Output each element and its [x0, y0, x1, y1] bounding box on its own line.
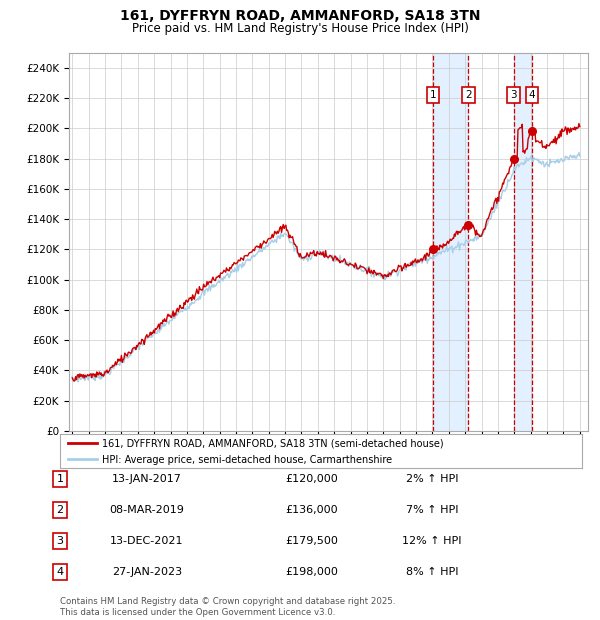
Text: HPI: Average price, semi-detached house, Carmarthenshire: HPI: Average price, semi-detached house,…	[102, 455, 392, 465]
Text: 3: 3	[510, 90, 517, 100]
Bar	[514, 53, 532, 431]
Text: 4: 4	[529, 90, 535, 100]
Text: 161, DYFFRYN ROAD, AMMANFORD, SA18 3TN: 161, DYFFRYN ROAD, AMMANFORD, SA18 3TN	[120, 9, 480, 24]
Text: 1: 1	[430, 90, 436, 100]
Text: 08-MAR-2019: 08-MAR-2019	[110, 505, 184, 515]
Text: 12% ↑ HPI: 12% ↑ HPI	[402, 536, 462, 546]
Text: 7% ↑ HPI: 7% ↑ HPI	[406, 505, 458, 515]
Text: 4: 4	[56, 567, 64, 577]
Text: 27-JAN-2023: 27-JAN-2023	[112, 567, 182, 577]
Text: 3: 3	[56, 536, 64, 546]
Text: 2: 2	[56, 505, 64, 515]
Text: 2: 2	[465, 90, 472, 100]
Text: 8% ↑ HPI: 8% ↑ HPI	[406, 567, 458, 577]
Text: Contains HM Land Registry data © Crown copyright and database right 2025.
This d: Contains HM Land Registry data © Crown c…	[60, 598, 395, 617]
Text: £179,500: £179,500	[286, 536, 338, 546]
Text: 1: 1	[56, 474, 64, 484]
Text: £120,000: £120,000	[286, 474, 338, 484]
Text: 161, DYFFRYN ROAD, AMMANFORD, SA18 3TN (semi-detached house): 161, DYFFRYN ROAD, AMMANFORD, SA18 3TN (…	[102, 438, 443, 448]
Text: 13-JAN-2017: 13-JAN-2017	[112, 474, 182, 484]
Text: £136,000: £136,000	[286, 505, 338, 515]
Text: £198,000: £198,000	[286, 567, 338, 577]
Bar	[433, 53, 469, 431]
Text: 13-DEC-2021: 13-DEC-2021	[110, 536, 184, 546]
Text: Price paid vs. HM Land Registry's House Price Index (HPI): Price paid vs. HM Land Registry's House …	[131, 22, 469, 35]
Text: 2% ↑ HPI: 2% ↑ HPI	[406, 474, 458, 484]
